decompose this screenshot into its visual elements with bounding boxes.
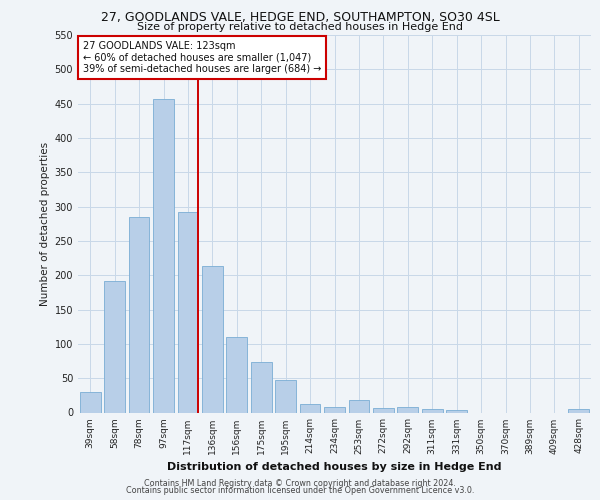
- Bar: [178, 212, 199, 412]
- Bar: [446, 410, 467, 412]
- Text: 27, GOODLANDS VALE, HEDGE END, SOUTHAMPTON, SO30 4SL: 27, GOODLANDS VALE, HEDGE END, SOUTHAMPT…: [101, 12, 499, 24]
- Y-axis label: Number of detached properties: Number of detached properties: [40, 142, 50, 306]
- Text: Contains public sector information licensed under the Open Government Licence v3: Contains public sector information licen…: [126, 486, 474, 495]
- Bar: [128, 217, 149, 412]
- Bar: [226, 337, 247, 412]
- Bar: [397, 407, 418, 412]
- Bar: [568, 409, 589, 412]
- Bar: [422, 409, 443, 412]
- Bar: [275, 380, 296, 412]
- Bar: [80, 392, 101, 412]
- Bar: [251, 362, 272, 412]
- Bar: [104, 280, 125, 412]
- X-axis label: Distribution of detached houses by size in Hedge End: Distribution of detached houses by size …: [167, 462, 502, 472]
- Bar: [202, 266, 223, 412]
- Text: Size of property relative to detached houses in Hedge End: Size of property relative to detached ho…: [137, 22, 463, 32]
- Text: 27 GOODLANDS VALE: 123sqm
← 60% of detached houses are smaller (1,047)
39% of se: 27 GOODLANDS VALE: 123sqm ← 60% of detac…: [83, 40, 322, 74]
- Bar: [153, 99, 174, 412]
- Bar: [349, 400, 370, 412]
- Bar: [299, 404, 320, 412]
- Text: Contains HM Land Registry data © Crown copyright and database right 2024.: Contains HM Land Registry data © Crown c…: [144, 478, 456, 488]
- Bar: [324, 407, 345, 412]
- Bar: [373, 408, 394, 412]
